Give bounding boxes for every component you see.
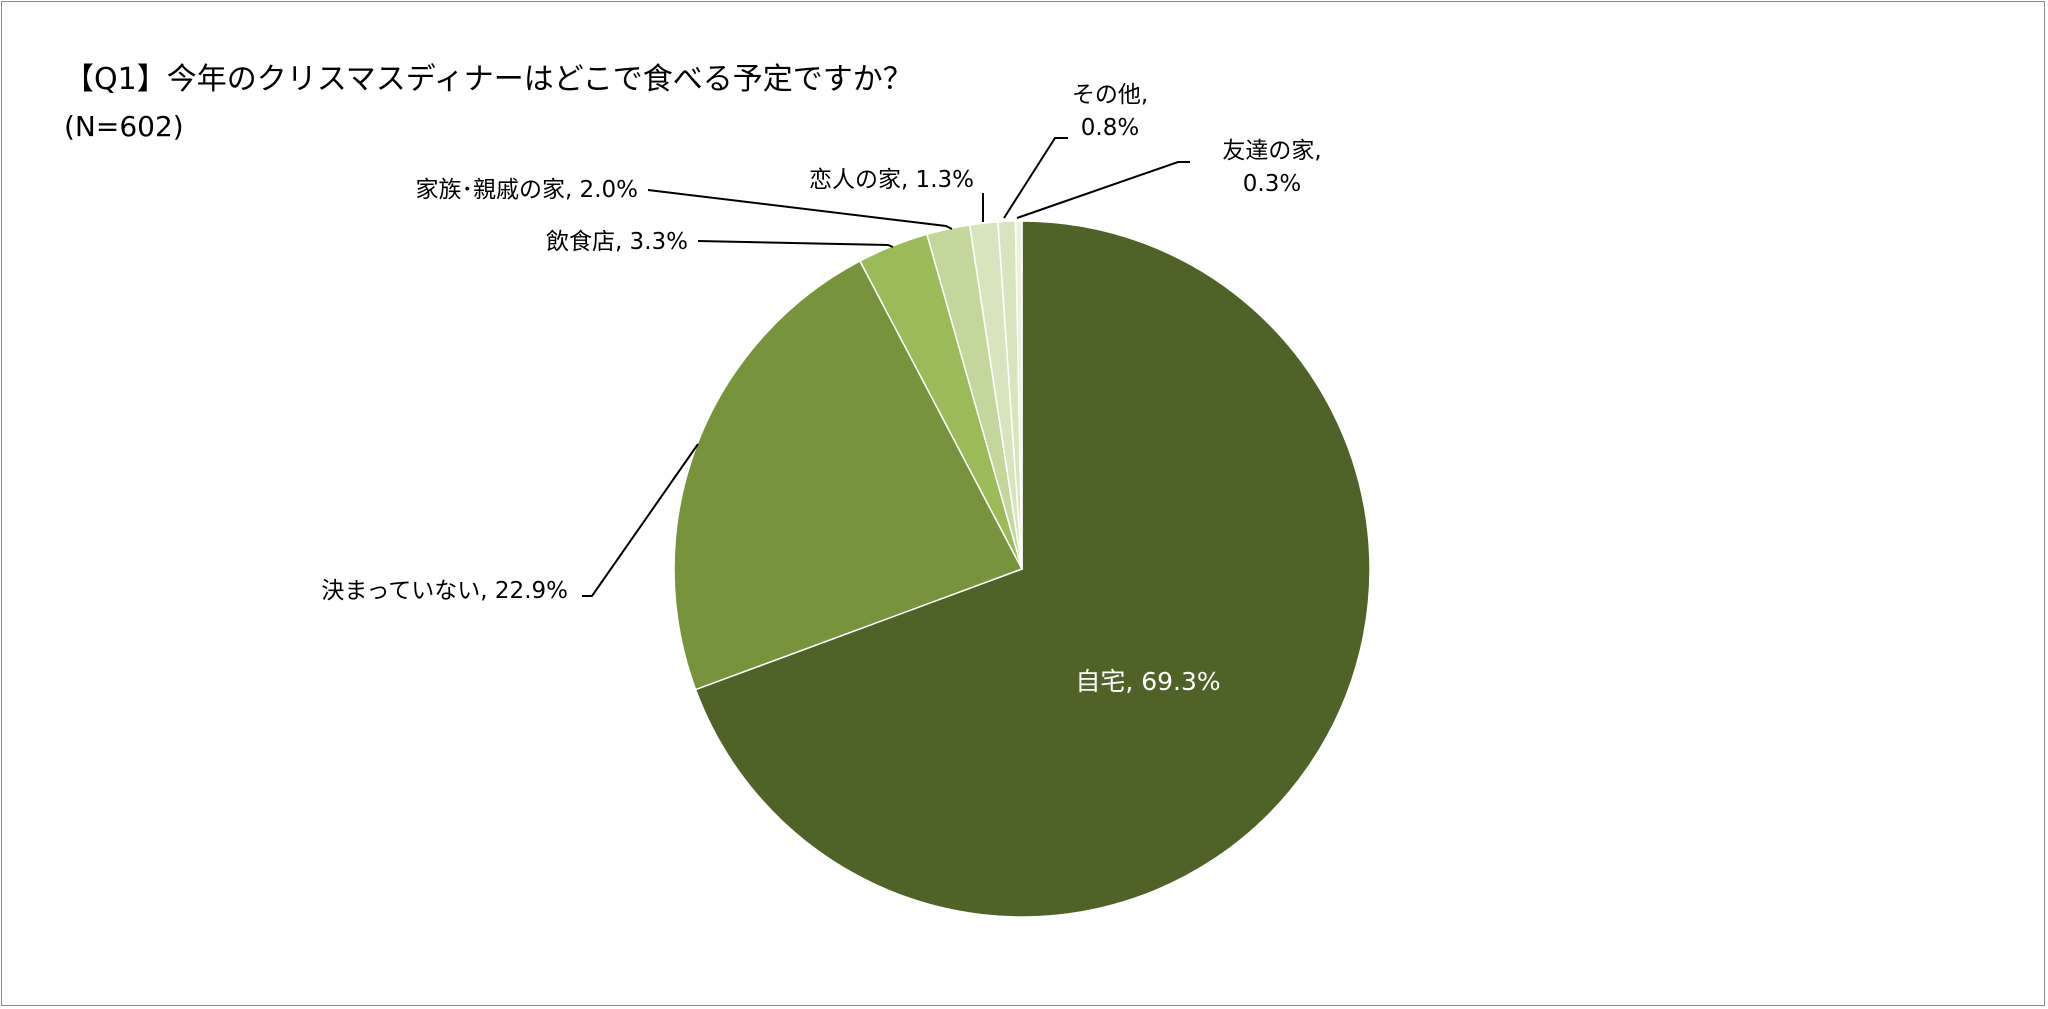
leader-line-undecided bbox=[582, 443, 699, 597]
pie-slices bbox=[673, 220, 1371, 918]
leader-lines bbox=[582, 137, 1190, 597]
data-label-family-relatives-home: 家族･親戚の家, 2.0% bbox=[415, 177, 638, 203]
chart-title: 【Q1】今年のクリスマスディナーはどこで食べる予定ですか？ bbox=[64, 62, 913, 97]
pie-slice-home bbox=[694, 220, 1371, 918]
data-label-home: 自宅, 69.3% bbox=[1075, 667, 1220, 696]
data-label-partner-home: 恋人の家, 1.3% bbox=[809, 167, 974, 193]
leader-line-family-relatives-home bbox=[647, 189, 953, 230]
data-label-friend-home: 友達の家, 0.3% bbox=[1222, 138, 1321, 197]
data-label-restaurant: 飲食店, 3.3% bbox=[546, 229, 688, 255]
pie-slice-friend-home bbox=[1014, 220, 1023, 570]
leader-line-restaurant bbox=[697, 240, 894, 248]
slice-labels: 自宅, 69.3% 決まっていない, 22.9% 飲食店, 3.3% 家族･親戚の家,… bbox=[321, 82, 1321, 696]
data-label-undecided: 決まっていない, 22.9% bbox=[321, 578, 568, 604]
chart-subtitle: (N=602) bbox=[64, 110, 184, 143]
leader-line-friend-home bbox=[1016, 161, 1190, 219]
data-label-other: その他, 0.8% bbox=[1072, 82, 1148, 141]
leader-line-other bbox=[1003, 137, 1068, 219]
